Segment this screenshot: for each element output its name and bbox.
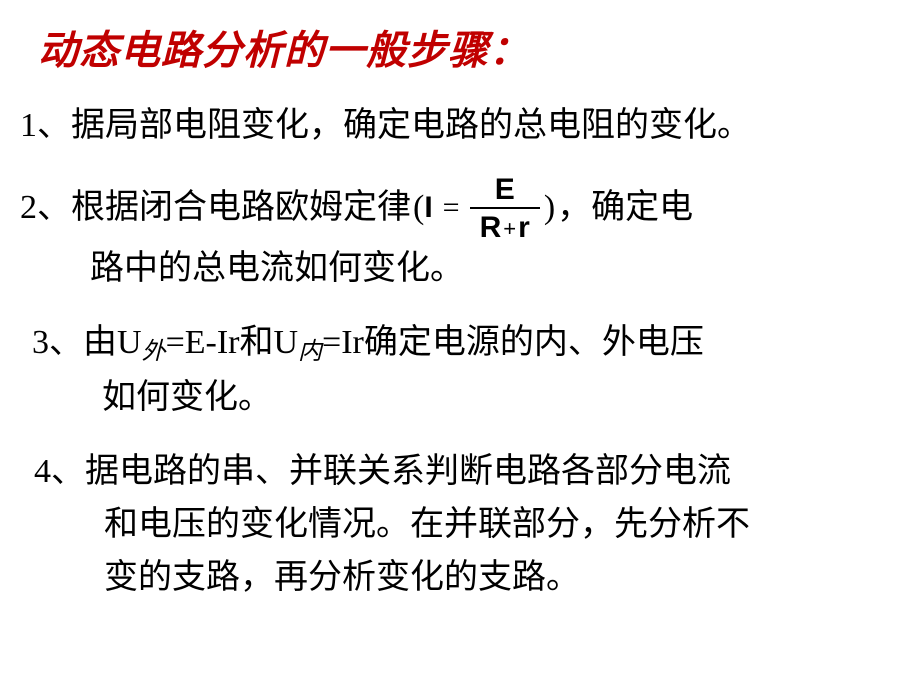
step-1: 1、据局部电阻变化，确定电路的总电阻的变化。 xyxy=(20,100,900,153)
step-3: 3、由U外=E-Ir和U内=Ir确定电源的内、外电压 如何变化。 xyxy=(32,317,900,424)
fraction: E R+r xyxy=(470,175,540,243)
step-4: 4、据电路的串、并联关系判断电路各部分电流 和电压的变化情况。在并联部分，先分析… xyxy=(34,446,900,604)
den-R: R xyxy=(480,211,502,244)
open-paren: ( xyxy=(413,182,424,235)
den-plus: + xyxy=(501,216,518,241)
step-4-text-c: 变的支路，再分析变化的支路。 xyxy=(104,552,900,605)
subscript-out: 外 xyxy=(142,339,166,365)
step-3-text-d: 如何变化。 xyxy=(102,372,900,425)
step-2-text-b: ，确定电 xyxy=(557,182,693,235)
slide-title: 动态电路分析的一般步骤： xyxy=(38,18,900,76)
equals-sign: = xyxy=(443,185,460,232)
step-3-text-b: =E-Ir和U xyxy=(166,324,298,361)
subscript-in: 内 xyxy=(298,339,322,365)
ohms-law-formula: ( I = E R+r ) xyxy=(413,175,555,243)
denominator: R+r xyxy=(470,207,540,243)
numerator: E xyxy=(477,175,533,207)
step-2: 2、根据闭合电路欧姆定律 ( I = E R+r ) ，确定电 路中的总电流如何… xyxy=(20,175,900,296)
step-2-text-c: 路中的总电流如何变化。 xyxy=(90,243,900,296)
step-4-text-a: 4、据电路的串、并联关系判断电路各部分电流 xyxy=(34,453,731,490)
den-r: r xyxy=(518,211,530,244)
step-2-text-a: 2、根据闭合电路欧姆定律 xyxy=(20,182,411,235)
step-3-text-a: 3、由U xyxy=(32,324,142,361)
close-paren: ) xyxy=(544,182,555,235)
slide-container: 动态电路分析的一般步骤： 1、据局部电阻变化，确定电路的总电阻的变化。 2、根据… xyxy=(0,0,920,690)
step-4-text-b: 和电压的变化情况。在并联部分，先分析不 xyxy=(104,499,900,552)
variable-I: I xyxy=(424,185,432,232)
step-3-text-c: =Ir确定电源的内、外电压 xyxy=(322,324,704,361)
